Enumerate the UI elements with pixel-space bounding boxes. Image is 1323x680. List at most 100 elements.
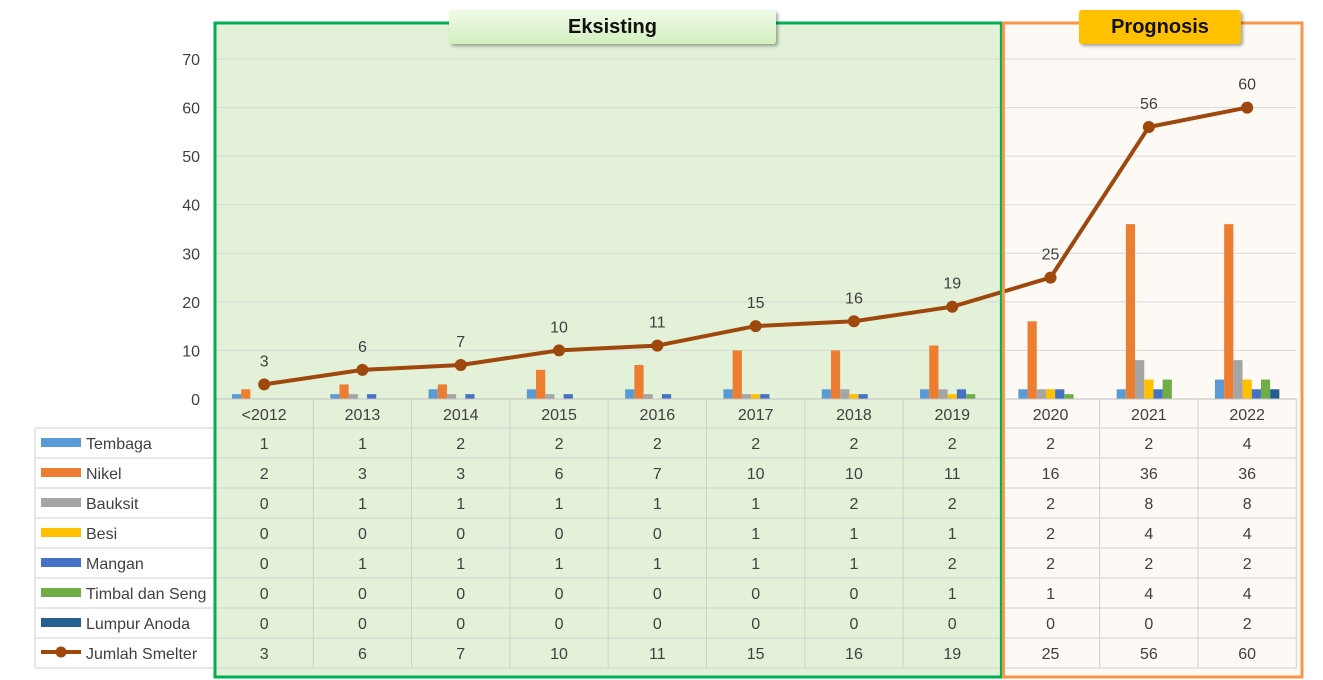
line-data-label: 25 (1042, 247, 1060, 264)
table-cell-value: 0 (1046, 616, 1055, 633)
table-cell-value: 1 (555, 556, 564, 573)
table-cell-value: 1 (456, 556, 465, 573)
line-data-label: 7 (456, 334, 465, 351)
table-cell-value: 2 (948, 436, 957, 453)
bar-nikel (1027, 321, 1037, 399)
table-cell-value: 0 (751, 586, 760, 603)
category-label: <2012 (242, 407, 287, 424)
table-cell-value: 16 (1042, 466, 1060, 483)
table-cell-value: 3 (456, 466, 465, 483)
table-cell-value: 2 (948, 496, 957, 513)
line-data-label: 11 (649, 315, 666, 332)
y-tick-label: 50 (182, 149, 200, 166)
y-tick-label: 20 (182, 295, 200, 312)
table-cell-value: 4 (1243, 586, 1252, 603)
table-cell-value: 36 (1238, 466, 1256, 483)
table-cell-value: 1 (948, 586, 957, 603)
table-cell-value: 1 (849, 556, 858, 573)
bar-timbal-dan-seng (966, 394, 976, 399)
bar-mangan (367, 394, 377, 399)
line-point (454, 359, 467, 371)
line-point (946, 300, 959, 313)
table-cell-value: 0 (260, 586, 269, 603)
table-cell-value: 0 (653, 586, 662, 603)
table-cell-value: 2 (849, 496, 858, 513)
bar-bauksit (938, 389, 948, 399)
table-cell-value: 0 (849, 616, 858, 633)
table-cell-value: 0 (948, 616, 957, 633)
bar-besi (751, 394, 761, 399)
table-cell-value: 2 (456, 436, 465, 453)
table-cell-value: 0 (555, 526, 564, 543)
table-cell-value: 2 (1243, 556, 1252, 573)
table-cell-value: 0 (555, 586, 564, 603)
table-cell-value: 2 (653, 436, 662, 453)
table-cell-value: 0 (555, 616, 564, 633)
legend-name-besi: Besi (86, 526, 117, 543)
table-cell-value: 1 (751, 556, 760, 573)
bar-bauksit (840, 389, 850, 399)
legend-key-bauksit (41, 498, 81, 507)
bar-tembaga (1214, 379, 1225, 399)
eksisting-header: Eksisting (449, 10, 776, 44)
bar-mangan (1055, 389, 1065, 399)
bar-mangan (465, 394, 475, 399)
legend-key-besi (41, 528, 81, 537)
line-data-label: 10 (550, 319, 568, 336)
table-cell-value: 2 (260, 466, 269, 483)
table-cell-value: 19 (943, 646, 961, 663)
table-cell-value: 1 (358, 496, 367, 513)
legend-name-jumlah-smelter: Jumlah Smelter (86, 646, 198, 663)
line-data-label: 6 (358, 339, 367, 356)
bar-timbal-dan-seng (1260, 379, 1271, 399)
table-cell-value: 0 (260, 496, 269, 513)
table-cell-value: 1 (653, 556, 662, 573)
line-data-label: 15 (747, 295, 765, 312)
table-cell-value: 10 (550, 646, 568, 663)
table-cell-value: 1 (260, 436, 269, 453)
category-label: 2014 (443, 407, 479, 424)
table-cell-value: 0 (260, 526, 269, 543)
bar-tembaga (920, 389, 930, 399)
line-data-label: 60 (1238, 77, 1256, 94)
table-cell-value: 2 (1144, 436, 1153, 453)
table-cell-value: 10 (845, 466, 863, 483)
table-cell-value: 1 (358, 436, 367, 453)
legend-name-lumpur-anoda: Lumpur Anoda (86, 616, 190, 633)
bar-besi (1045, 389, 1056, 399)
line-data-label: 19 (943, 276, 961, 293)
table-cell-value: 7 (456, 646, 465, 663)
bar-tembaga (625, 389, 635, 399)
table-cell-value: 0 (260, 556, 269, 573)
bar-nikel (437, 384, 447, 399)
bar-timbal-dan-seng (1162, 379, 1172, 399)
bar-bauksit (643, 394, 653, 399)
table-cell-value: 2 (1144, 556, 1153, 573)
legend-name-mangan: Mangan (86, 556, 144, 573)
table-cell-value: 10 (747, 466, 765, 483)
table-cell-value: 0 (358, 586, 367, 603)
bar-besi (947, 394, 957, 399)
bar-bauksit (1135, 360, 1145, 399)
bar-tembaga (821, 389, 831, 399)
table-cell-value: 8 (1243, 496, 1252, 513)
prognosis-header: Prognosis (1079, 10, 1241, 44)
bar-bauksit (1036, 389, 1046, 399)
line-data-label: 16 (845, 290, 863, 307)
table-cell-value: 0 (456, 586, 465, 603)
bar-timbal-dan-seng (1064, 394, 1074, 399)
table-cell-value: 1 (948, 526, 957, 543)
line-point (1142, 121, 1155, 133)
table-cell-value: 11 (944, 466, 961, 483)
table-cell-value: 2 (1243, 616, 1252, 633)
table-cell-value: 3 (260, 646, 269, 663)
bar-mangan (1153, 389, 1163, 399)
y-tick-label: 0 (191, 392, 200, 409)
bar-mangan (1251, 389, 1261, 399)
table-cell-value: 2 (948, 556, 957, 573)
table-cell-value: 0 (456, 526, 465, 543)
bar-mangan (956, 389, 967, 399)
bar-besi (1242, 379, 1252, 399)
bar-tembaga (526, 389, 537, 399)
